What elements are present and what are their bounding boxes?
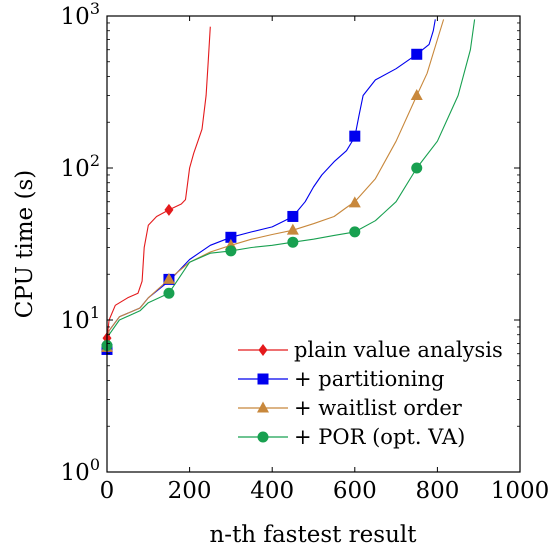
x-tick-label: 0 (100, 478, 115, 504)
series-marker-2 (162, 272, 175, 284)
series-marker-1 (349, 130, 361, 142)
series-marker-3 (225, 245, 237, 257)
series-marker-1 (411, 48, 423, 60)
y-tick-base: 10 (61, 4, 90, 30)
series-line-0 (107, 26, 211, 340)
x-tick-label: 200 (168, 478, 212, 504)
y-tick-label: 103 (61, 0, 100, 30)
y-tick-base: 10 (61, 156, 90, 182)
series-marker-2 (410, 88, 423, 100)
y-tick-exponent: 2 (90, 151, 100, 170)
series-line-3 (107, 19, 476, 346)
legend-label-0: plain value analysis (294, 338, 503, 362)
plot-frame (106, 15, 521, 473)
y-tick-label: 102 (61, 151, 100, 182)
legend-label-3: + POR (opt. VA) (294, 425, 465, 449)
series-marker-3 (411, 162, 423, 174)
y-tick-base: 10 (61, 308, 90, 334)
y-tick-label: 100 (61, 455, 100, 486)
series-marker-2 (348, 196, 361, 208)
legend-marker-1 (257, 373, 269, 385)
series-layer (107, 19, 476, 351)
y-tick-exponent: 1 (90, 303, 100, 322)
series-line-2 (107, 19, 445, 348)
y-tick-exponent: 0 (90, 455, 100, 474)
y-tick-base: 10 (61, 460, 90, 486)
series-marker-1 (287, 210, 299, 222)
x-tick-label: 400 (250, 478, 294, 504)
legend-label-1: + partitioning (294, 367, 444, 391)
legend: plain value analysis + partitioning + wait… (238, 338, 503, 449)
marker-layer (101, 48, 423, 355)
legend-marker-2 (257, 401, 269, 413)
y-tick-label: 101 (61, 303, 100, 334)
x-tick-label: 800 (415, 478, 459, 504)
x-tick-label: 1000 (491, 478, 550, 504)
y-tick-exponent: 3 (90, 0, 100, 18)
x-tick-label: 600 (333, 478, 377, 504)
series-marker-1 (225, 231, 237, 243)
legend-label-2: + waitlist order (294, 396, 463, 420)
series-line-1 (107, 19, 436, 351)
series-marker-3 (349, 226, 361, 238)
series-marker-0 (164, 203, 174, 216)
legend-marker-3 (257, 431, 269, 443)
series-marker-3 (287, 236, 299, 248)
series-marker-2 (286, 223, 299, 235)
y-axis-title: CPU time (s) (12, 170, 38, 318)
x-axis-title: n-th fastest result (209, 522, 417, 548)
legend-marker-0 (258, 344, 268, 356)
series-marker-3 (163, 287, 175, 299)
